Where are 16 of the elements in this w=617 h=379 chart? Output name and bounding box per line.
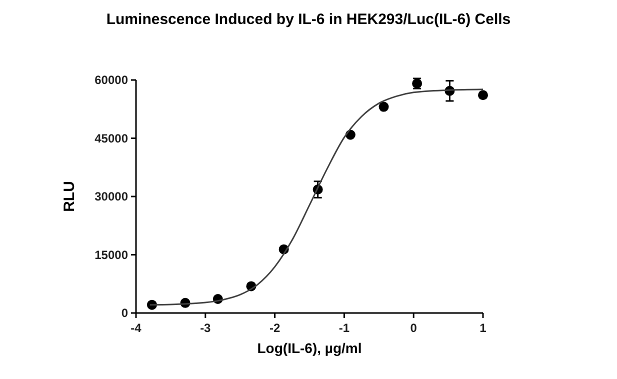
- x-tick-label: -2: [269, 321, 280, 335]
- x-axis-title: Log(IL-6), µg/ml: [257, 340, 362, 356]
- y-tick-label: 0: [121, 306, 128, 320]
- x-tick-label: 0: [410, 321, 418, 335]
- y-axis-title: RLU: [61, 181, 78, 212]
- y-tick-label: 30000: [94, 190, 128, 204]
- x-tick-label: -3: [200, 321, 212, 335]
- x-tick-label: 1: [480, 321, 487, 335]
- chart-title: Luminescence Induced by IL-6 in HEK293/Luc(IL-6) Cells: [106, 11, 511, 28]
- y-tick-label: 60000: [94, 73, 128, 87]
- y-tick-label: 15000: [94, 248, 128, 262]
- point: [478, 90, 488, 100]
- point: [378, 102, 389, 112]
- x-tick-label: -1: [338, 321, 350, 335]
- y-tick-label: 45000: [94, 131, 128, 146]
- x-tick-label: -4: [130, 321, 142, 335]
